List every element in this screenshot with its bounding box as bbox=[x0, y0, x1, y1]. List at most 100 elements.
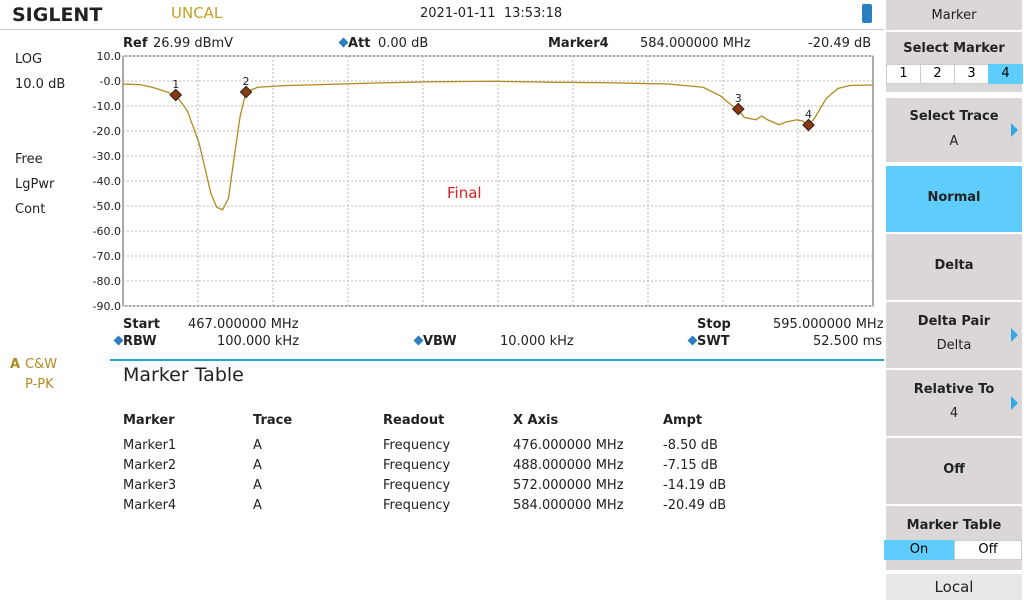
icon bbox=[687, 335, 698, 346]
sweep: Cont bbox=[15, 202, 46, 217]
vbw-value: 10.000 kHz bbox=[500, 334, 574, 349]
brand: SIGLENT bbox=[12, 4, 103, 26]
table-cell: 572.000000 MHz bbox=[513, 478, 624, 493]
menu-title-text: Marker bbox=[931, 8, 977, 23]
swt-value: 52.500 ms bbox=[813, 334, 883, 349]
icon bbox=[113, 335, 124, 346]
divider bbox=[0, 29, 884, 30]
table-cell: Marker4 bbox=[123, 498, 177, 513]
usb-icon bbox=[862, 4, 872, 23]
att-value: 0.00 dB bbox=[378, 36, 429, 51]
start-value: 467.000000 MHz bbox=[188, 317, 299, 332]
scale-div: 10.0 dB bbox=[15, 77, 66, 92]
trig: Free bbox=[15, 152, 43, 167]
marker bbox=[239, 85, 253, 99]
marker-label: 3 bbox=[735, 92, 742, 105]
marker bbox=[169, 88, 183, 102]
softkey-label: Delta Pair bbox=[917, 314, 991, 329]
arrow bbox=[1011, 123, 1018, 137]
trace bbox=[122, 80, 874, 211]
toggle-on[interactable]: On bbox=[884, 540, 954, 560]
softkey-label: Off bbox=[943, 462, 965, 477]
y-tick-label: -0.0 bbox=[100, 75, 121, 88]
softkey-label: Select Trace bbox=[909, 109, 999, 124]
marker-option[interactable]: 4 bbox=[988, 64, 1023, 84]
softkey-label: Normal bbox=[927, 190, 981, 205]
table-cell: 488.000000 MHz bbox=[513, 458, 624, 473]
table-cell: Marker2 bbox=[123, 458, 177, 473]
marker-option[interactable]: 1 bbox=[886, 64, 921, 84]
table-cell: A bbox=[253, 438, 262, 453]
scale-type: LOG bbox=[15, 52, 43, 67]
marker bbox=[731, 102, 745, 116]
table-cell: Frequency bbox=[383, 498, 451, 513]
toggle-off[interactable]: Off bbox=[954, 540, 1022, 560]
table-header: X Axis bbox=[513, 413, 559, 428]
stop-value: 595.000000 MHz bbox=[773, 317, 884, 332]
menu-title: Marker bbox=[886, 0, 1022, 30]
softkey[interactable]: Delta Pair Delta bbox=[886, 302, 1022, 368]
table-header: Ampt bbox=[663, 413, 703, 428]
trace-mode: C&W bbox=[25, 357, 58, 372]
y-tick-label: -50.0 bbox=[93, 200, 121, 213]
softkey[interactable]: Delta bbox=[886, 234, 1022, 300]
softkey[interactable]: Normal bbox=[886, 166, 1022, 232]
datetime: 2021-01-11 13:53:18 bbox=[420, 6, 563, 21]
det: LgPwr bbox=[15, 177, 55, 192]
softkey[interactable]: Off bbox=[886, 438, 1022, 504]
y-tick-label: -90.0 bbox=[93, 300, 121, 313]
table-header: Trace bbox=[253, 413, 293, 428]
softkey[interactable]: Select Marker 1 2 3 4 bbox=[886, 32, 1023, 92]
softkey[interactable]: Relative To 4 bbox=[886, 370, 1022, 436]
chart: 10.0 -0.0 -10.0 -20.0 -30.0 -40.0 -50.0 -60.0 -7… bbox=[93, 50, 874, 313]
table-cell: A bbox=[253, 478, 262, 493]
marker-label: 4 bbox=[805, 108, 812, 121]
marker-label: 1 bbox=[172, 78, 179, 91]
softkey-label: Relative To bbox=[913, 382, 995, 397]
arrow bbox=[1011, 396, 1018, 410]
softkey-value: Delta bbox=[936, 338, 972, 353]
table-cell: 584.000000 MHz bbox=[513, 498, 624, 513]
y-tick-label: -40.0 bbox=[93, 175, 121, 188]
table-cell: -8.50 dB bbox=[663, 438, 718, 453]
trace-det: P-PK bbox=[25, 377, 54, 392]
softkey-label: Select Marker bbox=[903, 41, 1005, 56]
softkey[interactable]: Select Trace A bbox=[886, 98, 1022, 162]
marker bbox=[802, 118, 815, 132]
softkey-label: Delta bbox=[934, 258, 974, 273]
rbw-value: 100.000 kHz bbox=[217, 334, 300, 349]
y-tick-label: -70.0 bbox=[93, 250, 121, 263]
table-cell: Frequency bbox=[383, 478, 451, 493]
table-header: Readout bbox=[383, 413, 445, 428]
softkey-value: 4 bbox=[949, 406, 959, 421]
y-tick-label: -60.0 bbox=[93, 225, 121, 238]
arrow bbox=[1011, 328, 1018, 342]
divider bbox=[110, 359, 884, 361]
ref-value: 26.99 dBmV bbox=[153, 36, 234, 51]
softkey[interactable]: Marker Table On Off bbox=[884, 506, 1022, 570]
table-cell: Marker1 bbox=[123, 438, 177, 453]
table-cell: A bbox=[253, 498, 262, 513]
trace-id: A bbox=[10, 357, 21, 372]
rbw-label: RBW bbox=[123, 334, 157, 349]
table-cell: Marker3 bbox=[123, 478, 177, 493]
table-cell: Frequency bbox=[383, 438, 451, 453]
marker-label: 2 bbox=[243, 75, 250, 88]
att-label: Att bbox=[348, 36, 371, 51]
stop-label: Stop bbox=[697, 317, 731, 332]
table-title: Marker Table bbox=[123, 364, 244, 386]
annotation: Final bbox=[447, 184, 482, 202]
y-tick-label: -20.0 bbox=[93, 125, 121, 138]
marker-option[interactable]: 2 bbox=[920, 64, 955, 84]
marker-option[interactable]: 3 bbox=[954, 64, 989, 84]
softkey[interactable]: Local bbox=[886, 574, 1022, 600]
y-tick-label: -30.0 bbox=[93, 150, 121, 163]
status: UNCAL bbox=[171, 4, 223, 22]
table-header: Marker bbox=[123, 413, 175, 428]
table-cell: -20.49 dB bbox=[663, 498, 727, 513]
marker-ampt: -20.49 dB bbox=[808, 36, 872, 51]
softkey-label: Marker Table bbox=[906, 518, 1002, 533]
start-label: Start bbox=[123, 317, 160, 332]
table-cell: -14.19 dB bbox=[663, 478, 727, 493]
